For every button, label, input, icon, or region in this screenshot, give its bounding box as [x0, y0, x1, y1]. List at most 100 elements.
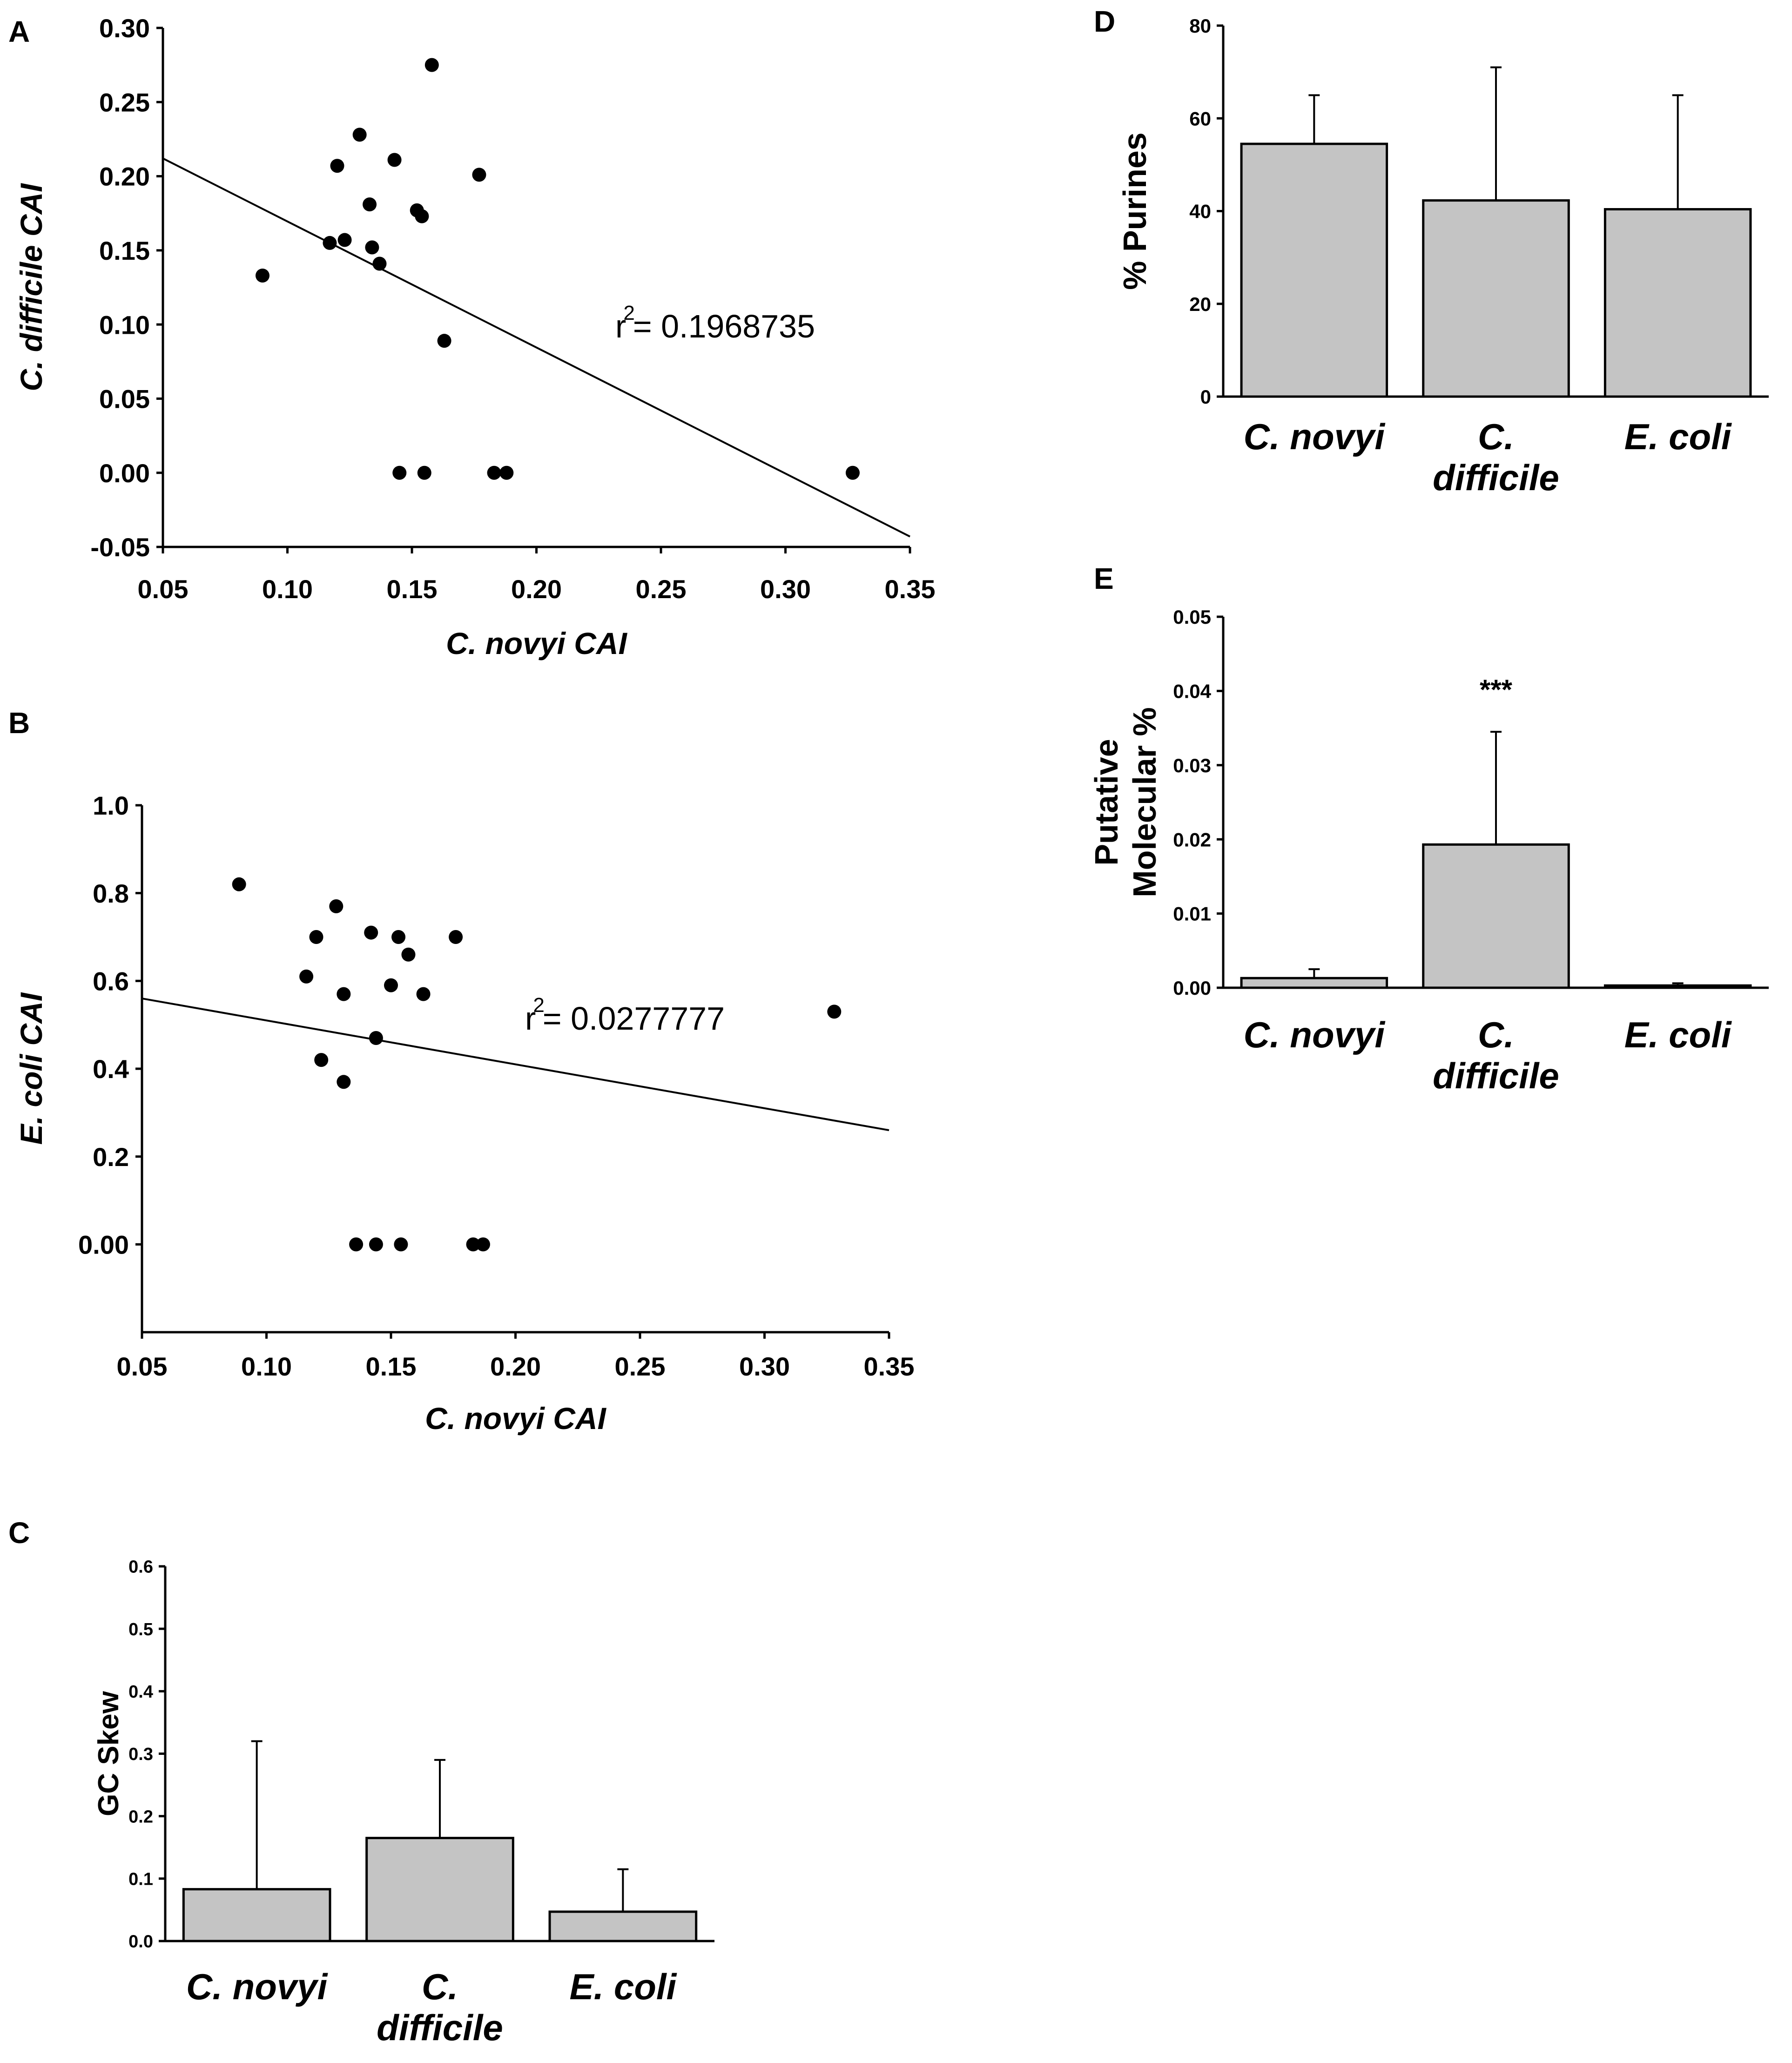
x-tick-label: 0.15 — [366, 1352, 417, 1381]
panel-letter-b: B — [8, 706, 30, 740]
r-squared-value: = 0.0277777 — [543, 1000, 725, 1037]
x-tick-label: 0.05 — [117, 1352, 168, 1381]
y-axis-title: Molecular % — [1126, 707, 1163, 897]
data-point — [424, 58, 439, 72]
y-tick-label: 0.05 — [99, 384, 150, 414]
data-point — [369, 1237, 383, 1252]
y-tick-label: 1.0 — [93, 791, 129, 820]
y-tick-label: 0.30 — [99, 13, 150, 43]
y-tick-label: 0.03 — [1173, 755, 1211, 776]
data-point — [394, 1237, 408, 1252]
y-tick-label: 0.25 — [99, 88, 150, 117]
x-tick-label: 0.05 — [138, 574, 189, 604]
panel-letter-d: D — [1094, 5, 1115, 38]
bar — [1422, 199, 1570, 398]
bar — [1603, 984, 1752, 989]
y-tick-label: 0.6 — [128, 1557, 153, 1577]
panel-letter-e: E — [1094, 562, 1114, 595]
y-tick-label: -0.05 — [90, 533, 150, 562]
bar — [1603, 208, 1752, 398]
category-label: E. coli — [1624, 416, 1732, 457]
data-point — [309, 930, 323, 944]
regression-line — [162, 157, 910, 538]
panel-letter-c: C — [8, 1516, 30, 1550]
y-tick-label: 20 — [1189, 293, 1211, 315]
y-tick-label: 0.02 — [1173, 829, 1211, 850]
category-label: C. novyi — [186, 1966, 328, 2007]
x-tick-label: 0.20 — [490, 1352, 541, 1381]
y-tick-label: 0.2 — [93, 1142, 129, 1172]
category-label: E. coli — [569, 1966, 677, 2007]
data-point — [392, 465, 407, 480]
x-tick-label: 0.30 — [739, 1352, 790, 1381]
data-point — [401, 947, 416, 962]
x-axis-title: C. novyi CAI — [425, 1401, 606, 1436]
data-point — [232, 877, 246, 891]
panel-b-scatter: 0.05 0.10 0.15 0.20 0.25 0.30 0.35 0.00 0.2 0.4 0.… — [14, 791, 915, 1436]
y-axis-title: Putative — [1088, 739, 1125, 865]
y-axis-title: C. difficile CAI — [14, 183, 48, 391]
data-point — [466, 1237, 480, 1252]
y-tick-label: 0.4 — [128, 1682, 153, 1702]
y-tick-label: 80 — [1189, 15, 1211, 37]
x-tick-label: 0.20 — [511, 574, 562, 604]
data-point — [391, 930, 406, 944]
data-point — [349, 1237, 364, 1252]
category-label: difficile — [377, 2007, 503, 2048]
data-point — [384, 978, 398, 992]
data-point — [476, 1237, 490, 1252]
y-tick-label: 0.01 — [1173, 903, 1211, 925]
y-tick-label: 0.0 — [128, 1932, 153, 1952]
category-label: C. — [1478, 416, 1514, 457]
y-tick-label: 0.00 — [99, 458, 150, 488]
data-point — [449, 930, 463, 944]
y-tick-label: 0.4 — [93, 1054, 129, 1084]
data-point — [329, 899, 344, 913]
r-label: r — [615, 308, 626, 344]
y-tick-label: 0.00 — [78, 1230, 129, 1259]
data-point — [499, 465, 514, 480]
bar — [1422, 843, 1570, 989]
data-point — [369, 1031, 383, 1045]
data-point — [363, 197, 377, 212]
panel-a-scatter: 0.05 0.10 0.15 0.20 0.25 0.30 0.35 -0.05 0.00 0.0… — [14, 13, 936, 661]
r-squared-annotation: r2= 0.1968735 — [615, 302, 815, 344]
data-point — [417, 465, 431, 480]
x-tick-label: 0.35 — [864, 1352, 915, 1381]
y-tick-label: 0.20 — [99, 162, 150, 191]
category-label: C. novyi — [1244, 416, 1386, 457]
data-point — [415, 209, 429, 223]
data-point — [372, 256, 387, 271]
y-tick-label: 0.8 — [93, 879, 129, 908]
y-tick-label: 40 — [1189, 201, 1211, 222]
data-point — [299, 969, 314, 984]
x-tick-label: 0.30 — [760, 574, 811, 604]
x-tick-label: 0.15 — [387, 574, 438, 604]
data-point — [416, 987, 431, 1001]
y-tick-label: 0.2 — [128, 1807, 153, 1827]
x-tick-label: 0.25 — [636, 574, 687, 604]
data-point — [337, 233, 352, 247]
category-label: C. — [422, 1966, 458, 2007]
bar — [1240, 977, 1388, 989]
data-point — [827, 1005, 842, 1019]
category-label: E. coli — [1624, 1014, 1732, 1055]
data-point — [845, 465, 860, 480]
data-point — [387, 153, 402, 167]
data-point — [330, 159, 344, 173]
y-tick-label: 60 — [1189, 108, 1211, 129]
x-tick-label: 0.25 — [615, 1352, 666, 1381]
data-point — [365, 240, 379, 255]
bar — [365, 1837, 514, 1942]
panel-c-bar-chart: 0.0 0.1 0.2 0.3 0.4 0.5 0.6 C. novyi C.difficile… — [93, 1557, 714, 2048]
x-tick-label: 0.35 — [885, 574, 936, 604]
y-tick-label: 0.5 — [128, 1620, 153, 1639]
data-point — [337, 987, 351, 1001]
category-label: difficile — [1433, 1055, 1559, 1096]
category-label: C. — [1478, 1014, 1514, 1055]
r-label: r — [525, 1000, 536, 1037]
category-label: C. novyi — [1244, 1014, 1386, 1055]
r-squared-superscript: 2 — [623, 302, 634, 324]
data-point — [256, 269, 269, 283]
